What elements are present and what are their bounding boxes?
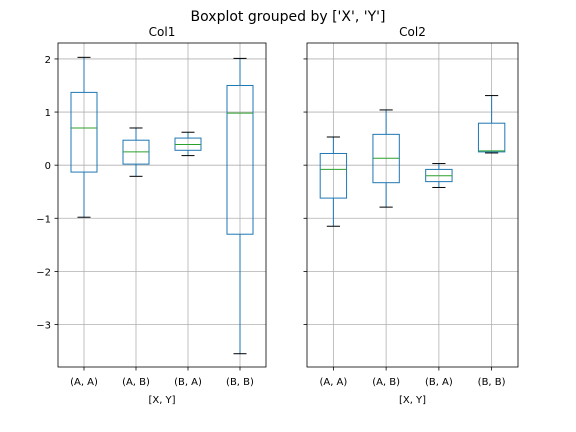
y-tick-label: 1: [45, 108, 51, 119]
subplot-title: Col2: [399, 25, 426, 39]
axes-frame: [306, 42, 519, 368]
x-axis-label: [X, Y]: [399, 395, 426, 406]
box-4: [477, 95, 506, 154]
x-tick-label: (A, B): [372, 377, 400, 388]
axes-frame: [57, 42, 267, 368]
x-tick-label: (A, B): [122, 377, 150, 388]
x-tick-label: (B, B): [226, 377, 254, 388]
x-tick-label: (B, A): [174, 377, 202, 388]
box-3: [174, 131, 202, 157]
x-tick-label: (A, A): [70, 377, 98, 388]
subplot-col2: (A, A) (A, B) (B, A) (B, B) Col2 [X, Y]: [303, 25, 519, 406]
y-tick-label: −1: [36, 214, 51, 225]
y-tick-label: −2: [36, 267, 51, 278]
iqr-box: [477, 122, 506, 153]
box-1: [319, 136, 348, 227]
box-1: [70, 56, 98, 218]
x-tick-label: (A, A): [319, 377, 347, 388]
x-tick-label: (B, A): [425, 377, 453, 388]
y-tick-label: 2: [45, 55, 51, 66]
x-tick-label: (B, B): [478, 377, 506, 388]
y-tick-label: 0: [45, 161, 51, 172]
y-tick-label: −3: [36, 321, 51, 332]
box-2: [372, 109, 400, 208]
iqr-box: [319, 152, 348, 199]
box-4: [226, 57, 254, 355]
box-3: [425, 163, 453, 188]
subplot-col1: 2 1 0 −1 −2 −3 (A, A) (A, B) (B, A) (B, B) Col1 [X,…: [36, 25, 267, 406]
iqr-box: [70, 91, 98, 173]
x-axis-label: [X, Y]: [148, 395, 175, 406]
subplot-title: Col1: [149, 25, 176, 39]
figure-suptitle: Boxplot grouped by ['X', 'Y']: [191, 9, 386, 25]
iqr-box: [226, 84, 254, 235]
box-2: [122, 127, 150, 177]
